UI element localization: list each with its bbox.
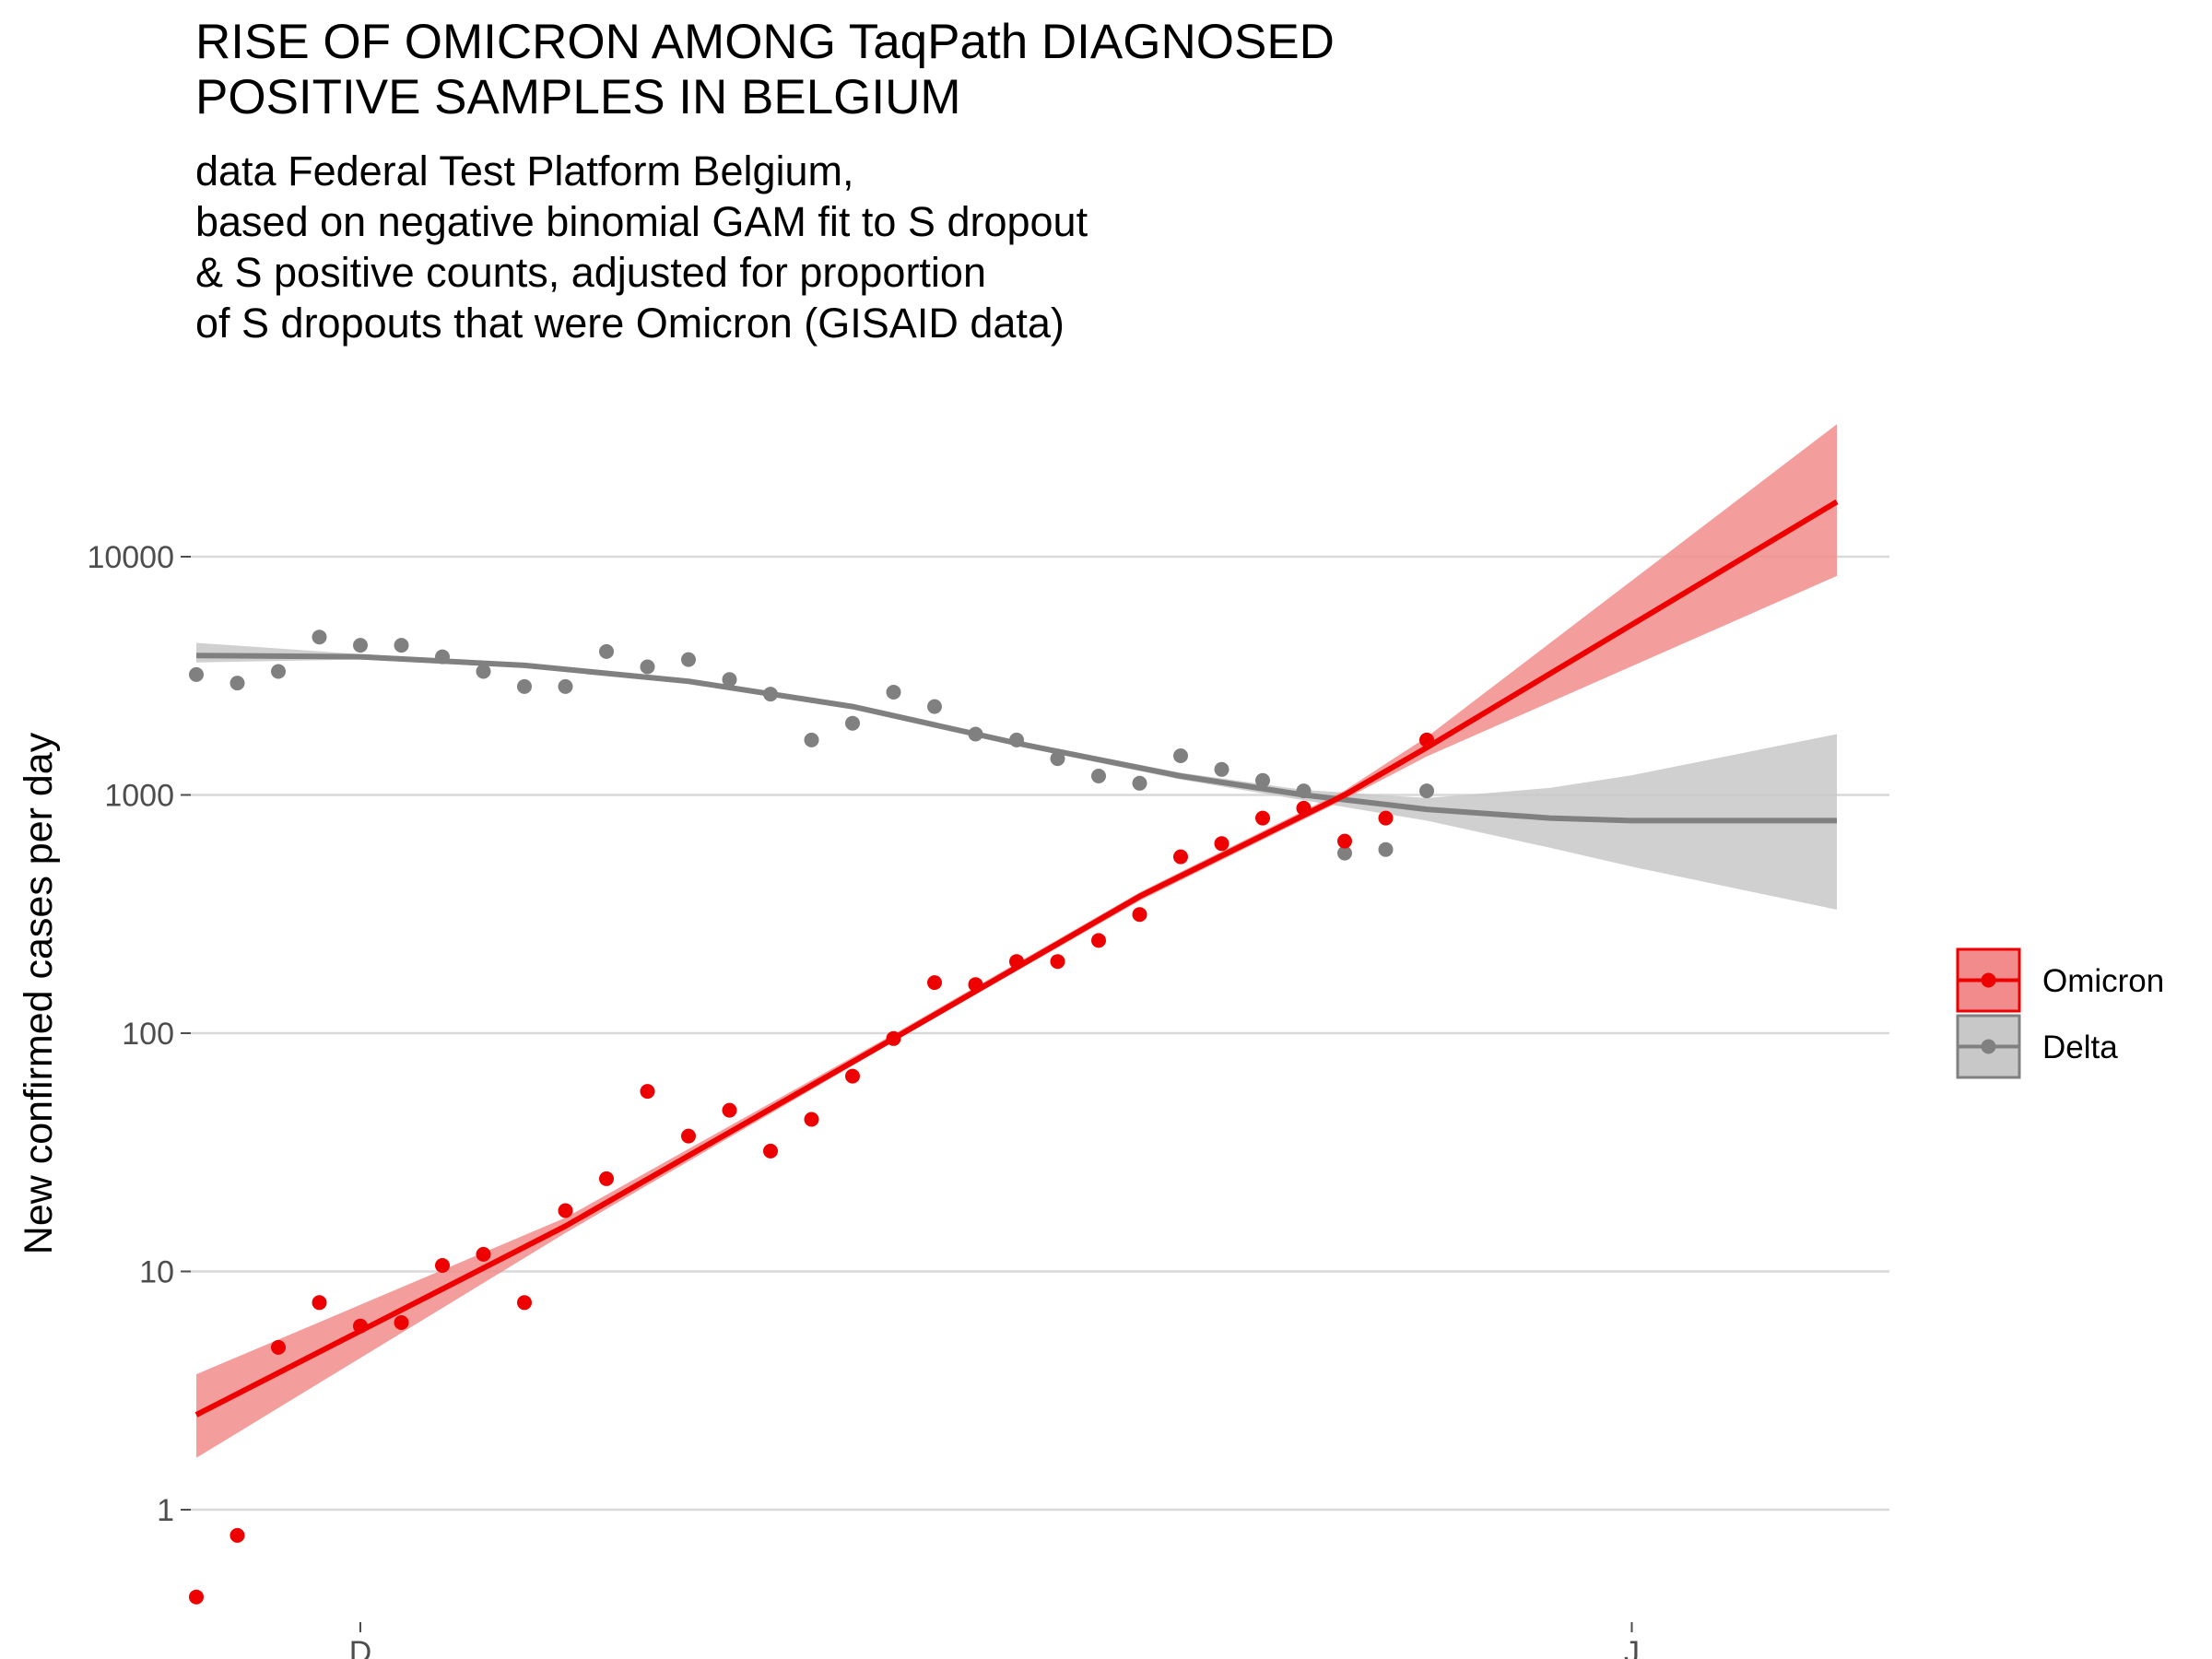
omicron-point-1 xyxy=(189,1589,204,1605)
omicron-point-31 xyxy=(1419,732,1434,747)
omicron-point-9 xyxy=(517,1295,532,1311)
omicron-point-16 xyxy=(804,1112,819,1127)
delta-point-11 xyxy=(599,643,614,659)
omicron-point-3 xyxy=(271,1339,286,1355)
chart-subtitle-line-4: of S dropouts that were Omicron (GISAID … xyxy=(195,300,1065,347)
fit-lines xyxy=(194,499,1839,1418)
omicron-point-21 xyxy=(1009,954,1024,970)
delta-point-17 xyxy=(845,715,860,731)
delta-point-29 xyxy=(1337,845,1352,861)
chart-title: RISE OF OMICRON AMONG TaqPath DIAGNOSED … xyxy=(195,15,1335,125)
omicron-point-11 xyxy=(599,1171,614,1186)
data-points xyxy=(189,629,1434,1605)
omicron-point-8 xyxy=(476,1246,491,1262)
delta-point-23 xyxy=(1091,769,1106,783)
delta-point-4 xyxy=(312,629,327,645)
omicron-point-4 xyxy=(312,1295,327,1311)
omicron-point-25 xyxy=(1173,849,1188,865)
delta-point-16 xyxy=(804,732,819,747)
omicron-point-18 xyxy=(886,1030,901,1046)
confidence-ribbons xyxy=(196,424,1837,1458)
y-tick-label-100: 100 xyxy=(122,1017,174,1052)
omicron-point-12 xyxy=(640,1084,655,1100)
delta-point-27 xyxy=(1255,772,1270,788)
omicron-point-26 xyxy=(1214,836,1230,852)
delta-point-21 xyxy=(1009,732,1024,747)
delta-point-26 xyxy=(1214,761,1230,777)
chart-subtitle: data Federal Test Platform Belgium, base… xyxy=(195,146,1088,348)
delta-point-13 xyxy=(681,652,696,667)
omicron-point-29 xyxy=(1337,833,1352,849)
chart-subtitle-line-2: based on negative binomial GAM fit to S … xyxy=(195,198,1088,245)
delta-point-7 xyxy=(435,649,450,665)
legend-label-delta: Delta xyxy=(2042,1030,2118,1065)
delta-point-25 xyxy=(1173,748,1188,763)
omicron-point-14 xyxy=(722,1102,737,1118)
delta-point-3 xyxy=(271,664,286,679)
delta-point-6 xyxy=(394,638,409,653)
y-axis-title: New confirmed cases per day xyxy=(17,732,61,1254)
y-tick-label-10000: 10000 xyxy=(87,540,174,575)
legend: Omicron Delta xyxy=(1956,947,2164,1079)
y-tick-label-1000: 1000 xyxy=(104,779,174,814)
omicron-fit-line xyxy=(194,499,1839,1418)
gridlines xyxy=(191,555,1889,1512)
delta-point-18 xyxy=(886,685,901,700)
delta-point-15 xyxy=(763,687,778,702)
legend-dot-omicron xyxy=(1981,972,1996,988)
legend-label-omicron: Omicron xyxy=(2042,963,2164,999)
omicron-point-17 xyxy=(845,1068,860,1084)
omicron-point-5 xyxy=(353,1318,368,1334)
omicron-point-2 xyxy=(229,1527,245,1543)
delta-fit-line xyxy=(195,653,1837,824)
omicron-point-20 xyxy=(968,977,983,993)
chart-subtitle-line-3: & S positive counts, adjusted for propor… xyxy=(195,249,986,296)
delta-point-14 xyxy=(722,672,737,688)
delta-point-24 xyxy=(1132,775,1147,791)
omicron-point-13 xyxy=(681,1128,696,1144)
chart-subtitle-line-1: data Federal Test Platform Belgium, xyxy=(195,147,854,194)
delta-point-1 xyxy=(189,666,204,682)
chart-title-line-1: RISE OF OMICRON AMONG TaqPath DIAGNOSED xyxy=(195,15,1335,69)
x-tick-label-D: D xyxy=(349,1635,372,1659)
delta-point-31 xyxy=(1419,783,1434,799)
delta-point-12 xyxy=(640,659,655,675)
omicron-point-22 xyxy=(1050,954,1065,970)
x-tick-label-J: J xyxy=(1624,1635,1640,1659)
delta-point-2 xyxy=(229,676,245,691)
delta-point-9 xyxy=(517,678,532,694)
delta-point-10 xyxy=(558,678,573,694)
delta-point-19 xyxy=(927,699,942,714)
omicron-point-24 xyxy=(1132,907,1147,923)
delta-point-28 xyxy=(1296,783,1312,799)
omicron-point-10 xyxy=(558,1203,573,1218)
omicron-point-30 xyxy=(1378,810,1394,826)
omicron-point-15 xyxy=(763,1143,778,1159)
omicron-point-7 xyxy=(435,1258,450,1273)
chart-title-line-2: POSITIVE SAMPLES IN BELGIUM xyxy=(195,70,961,124)
omicron-point-27 xyxy=(1255,810,1270,826)
omicron-point-23 xyxy=(1091,933,1106,948)
delta-point-20 xyxy=(968,726,983,742)
legend-dot-delta xyxy=(1981,1039,1996,1054)
delta-point-5 xyxy=(353,638,368,653)
delta-point-8 xyxy=(476,664,491,679)
omicron-confidence-ribbon xyxy=(196,424,1837,1458)
delta-point-30 xyxy=(1378,841,1394,857)
omicron-point-28 xyxy=(1296,800,1312,816)
y-tick-label-1: 1 xyxy=(157,1493,174,1528)
omicron-point-19 xyxy=(927,975,942,991)
omicron-point-6 xyxy=(394,1315,409,1330)
axes: 1 10 100 1000 10000 D J xyxy=(87,540,1640,1659)
delta-point-22 xyxy=(1050,751,1065,767)
y-tick-label-10: 10 xyxy=(139,1255,174,1290)
